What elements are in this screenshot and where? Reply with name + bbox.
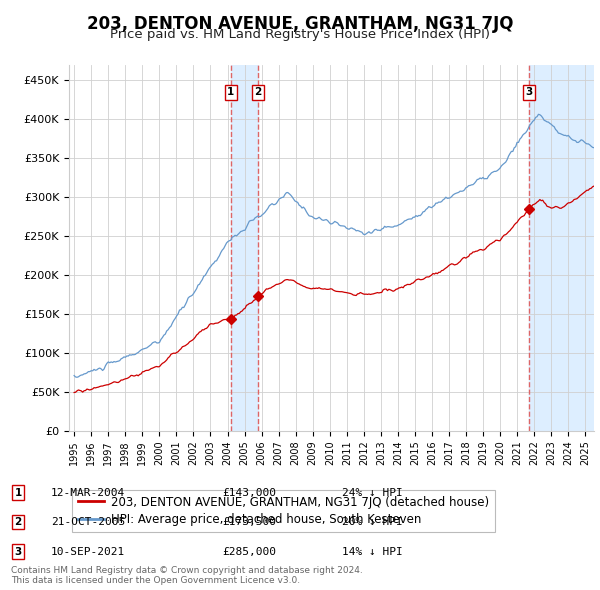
Text: 20% ↓ HPI: 20% ↓ HPI [342, 517, 403, 527]
Text: Price paid vs. HM Land Registry's House Price Index (HPI): Price paid vs. HM Land Registry's House … [110, 28, 490, 41]
Legend: 203, DENTON AVENUE, GRANTHAM, NG31 7JQ (detached house), HPI: Average price, det: 203, DENTON AVENUE, GRANTHAM, NG31 7JQ (… [72, 490, 495, 532]
Text: 14% ↓ HPI: 14% ↓ HPI [342, 547, 403, 556]
Text: 12-MAR-2004: 12-MAR-2004 [51, 488, 125, 497]
Text: Contains HM Land Registry data © Crown copyright and database right 2024.
This d: Contains HM Land Registry data © Crown c… [11, 566, 362, 585]
Text: 10-SEP-2021: 10-SEP-2021 [51, 547, 125, 556]
Text: 2: 2 [14, 517, 22, 527]
Text: 1: 1 [227, 87, 235, 97]
Bar [231, 65, 258, 431]
Text: 21-OCT-2005: 21-OCT-2005 [51, 517, 125, 527]
Text: 24% ↓ HPI: 24% ↓ HPI [342, 488, 403, 497]
Text: 3: 3 [526, 87, 533, 97]
Text: 2: 2 [254, 87, 262, 97]
Bar [529, 65, 594, 431]
Text: 1: 1 [14, 488, 22, 497]
Text: 203, DENTON AVENUE, GRANTHAM, NG31 7JQ: 203, DENTON AVENUE, GRANTHAM, NG31 7JQ [87, 15, 513, 33]
Text: £173,500: £173,500 [222, 517, 276, 527]
Text: 3: 3 [14, 547, 22, 556]
Text: £285,000: £285,000 [222, 547, 276, 556]
Text: £143,000: £143,000 [222, 488, 276, 497]
